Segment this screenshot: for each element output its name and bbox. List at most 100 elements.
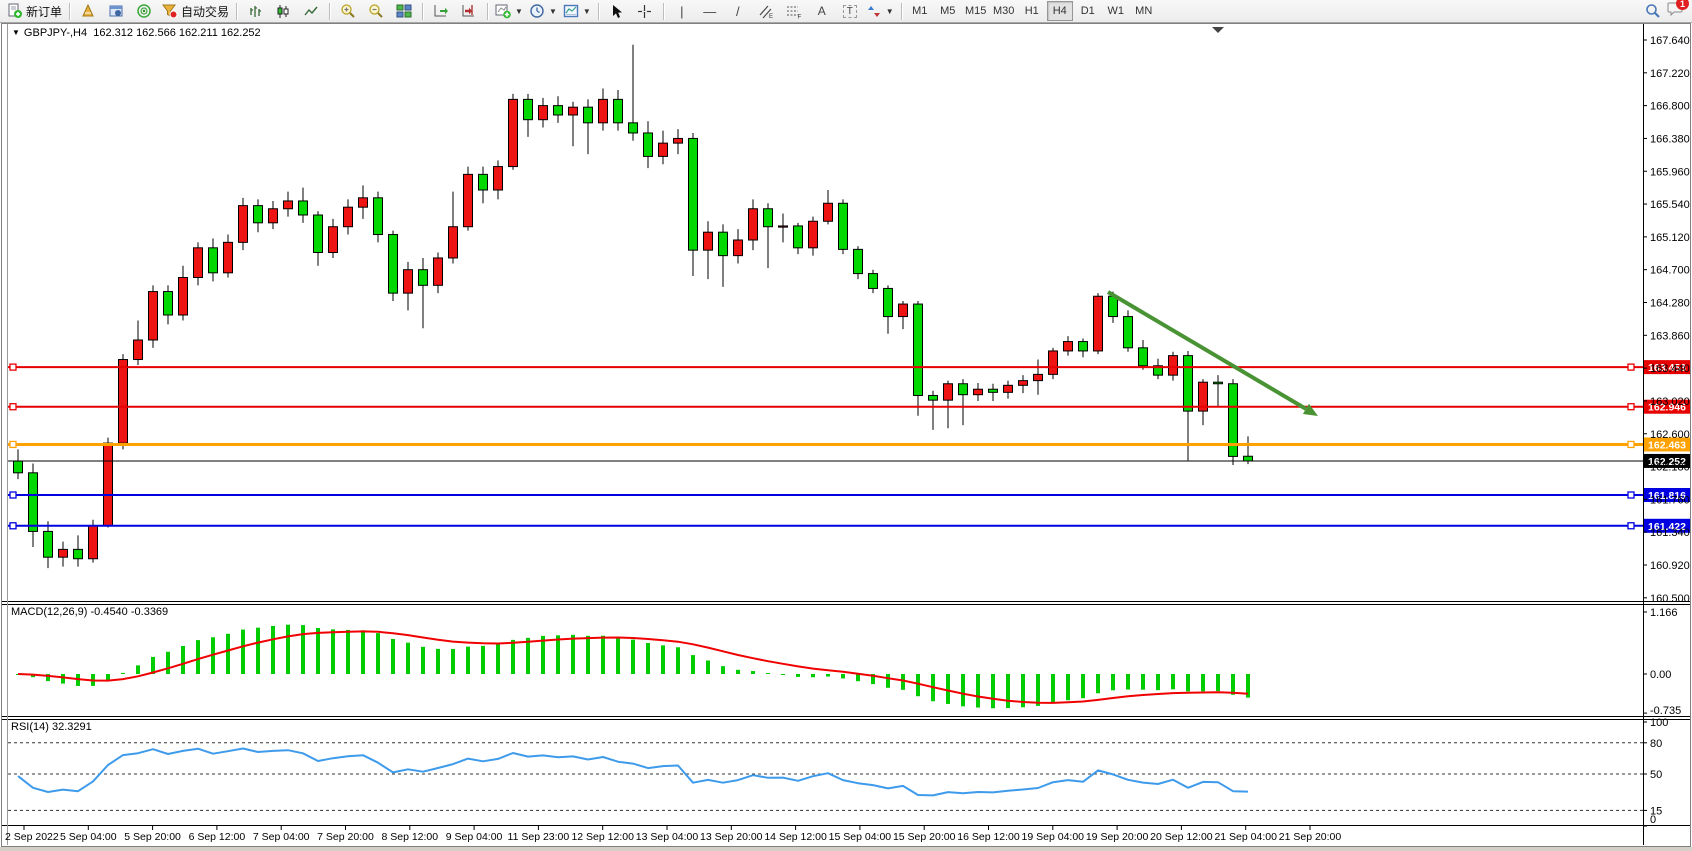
timeframe-button-M30[interactable]: M30	[993, 5, 1015, 17]
bear-candle	[1243, 455, 1253, 462]
chevron-down-icon: ▼	[885, 6, 894, 16]
timeframe-button-D1[interactable]: D1	[1080, 5, 1095, 17]
market-watch-button[interactable]	[74, 0, 102, 22]
templates-dropdown[interactable]: ▼	[560, 0, 594, 22]
periods-clock-icon	[530, 4, 544, 18]
timeframe-button-MN[interactable]: MN	[1135, 5, 1153, 17]
bull-candle	[658, 142, 668, 157]
macd-histogram-bar	[181, 645, 185, 674]
text-button[interactable]: A	[808, 0, 836, 22]
bear-candle	[13, 460, 23, 474]
trendline-button[interactable]: /	[724, 0, 752, 22]
zoom-in-button[interactable]	[334, 0, 362, 22]
svg-text:0: 0	[1650, 814, 1656, 826]
auto-scroll-button[interactable]	[427, 0, 455, 22]
macd-histogram-bar	[136, 665, 140, 674]
macd-histogram-bar	[256, 627, 260, 674]
notifications-button[interactable]: 1	[1667, 0, 1689, 21]
timeframe-button-M5[interactable]: M5	[940, 5, 956, 17]
svg-text:162.252: 162.252	[1648, 456, 1686, 468]
trend-arrow[interactable]	[1106, 290, 1318, 416]
periods-dropdown[interactable]: ▼	[526, 0, 560, 22]
arrows-dropdown[interactable]: ▼	[864, 0, 897, 22]
document-plus-icon	[8, 3, 22, 18]
bull-candle	[823, 202, 833, 222]
horizontal-lines[interactable]: 163.453 162.946 162.463 162.252 161.816 161.4…	[8, 360, 1691, 533]
bull-candle	[463, 173, 473, 228]
navigator-button[interactable]	[130, 0, 158, 22]
svg-text:163.440: 163.440	[1650, 363, 1690, 375]
macd-histogram-bar	[766, 673, 770, 675]
bull-candle	[178, 277, 188, 316]
horizontal-line-162.252[interactable]: 162.252	[8, 453, 1691, 468]
svg-text:80: 80	[1650, 738, 1662, 750]
fibonacci-button[interactable]: F	[780, 0, 808, 22]
macd-histogram-bar	[511, 639, 515, 674]
chart-shift-marker[interactable]	[1212, 27, 1224, 33]
svg-text:166.380: 166.380	[1650, 133, 1690, 145]
svg-text:167.220: 167.220	[1650, 68, 1690, 80]
macd-histogram-bar	[496, 644, 500, 674]
vertical-line-button[interactable]: |	[668, 0, 696, 22]
text-label-button[interactable]: T	[836, 0, 864, 22]
line-handle	[9, 522, 17, 530]
bull-candle	[343, 206, 353, 228]
macd-histogram-bar	[751, 671, 755, 674]
bear-candle	[253, 205, 263, 224]
search-icon[interactable]	[1645, 3, 1661, 19]
candlestick-chart-button[interactable]	[269, 0, 297, 22]
auto-scroll-icon	[434, 5, 449, 17]
zoom-out-button[interactable]	[362, 0, 390, 22]
horizontal-line-162.463[interactable]: 162.463	[8, 437, 1691, 452]
macd-histogram-bar	[1216, 674, 1220, 692]
horizontal-line-163.453[interactable]: 163.453	[8, 360, 1691, 375]
bear-candle	[523, 98, 533, 121]
macd-histogram-bar	[526, 637, 530, 674]
horizontal-line-button[interactable]: —	[696, 0, 724, 22]
svg-text:21 Sep 20:00: 21 Sep 20:00	[1279, 831, 1342, 843]
tile-windows-button[interactable]	[390, 0, 418, 22]
new-order-button[interactable]: 新订单	[4, 0, 65, 22]
bear-candle	[298, 200, 308, 216]
svg-text:15 Sep 04:00: 15 Sep 04:00	[829, 831, 892, 843]
symbol-dropdown-icon[interactable]: ▼	[12, 28, 20, 37]
rsi-panel: 100 80 50 150	[8, 717, 1668, 827]
fibonacci-icon: F	[786, 6, 801, 19]
equidistant-channel-icon: E	[759, 5, 773, 19]
auto-trading-button[interactable]: 自动交易	[158, 0, 232, 22]
svg-text:166.800: 166.800	[1650, 101, 1690, 113]
timeframe-group: M1 M5 M15 M30 H1 H4 D1 W1 MN	[906, 1, 1158, 21]
macd-histogram-bar	[1141, 674, 1145, 690]
macd-panel: 1.166 0.00 -0.735	[16, 607, 1681, 717]
line-handle	[9, 363, 17, 371]
horizontal-line-161.422[interactable]: 161.422	[8, 518, 1691, 533]
macd-histogram-bar	[676, 647, 680, 674]
bull-candle	[598, 98, 608, 124]
macd-histogram-bar	[466, 646, 470, 674]
chart-shift-button[interactable]	[455, 0, 483, 22]
timeframe-button-M1[interactable]: M1	[912, 5, 928, 17]
timeframe-button-W1[interactable]: W1	[1107, 5, 1124, 17]
svg-text:161.422: 161.422	[1648, 521, 1686, 533]
bear-candle	[1213, 381, 1223, 385]
cursor-button[interactable]	[603, 0, 631, 22]
timeframe-button-M15[interactable]: M15	[965, 5, 987, 17]
svg-text:7 Sep 20:00: 7 Sep 20:00	[317, 831, 374, 843]
horizontal-line-162.946[interactable]: 162.946	[8, 399, 1691, 414]
line-chart-button[interactable]	[297, 0, 325, 22]
new-chart-dropdown[interactable]: ▼	[492, 0, 526, 22]
macd-name: MACD(12,26,9)	[11, 606, 88, 618]
svg-text:163.453: 163.453	[1648, 362, 1686, 374]
svg-text:16 Sep 12:00: 16 Sep 12:00	[957, 831, 1020, 843]
timeframe-button-H1[interactable]: H1	[1024, 5, 1039, 17]
crosshair-button[interactable]	[631, 0, 659, 22]
bull-candle	[133, 339, 143, 361]
horizontal-line-161.816[interactable]: 161.816	[8, 488, 1691, 502]
bull-candle	[193, 247, 203, 278]
equidistant-channel-button[interactable]: E	[752, 0, 780, 22]
macd-histogram-bar	[421, 646, 425, 674]
svg-text:162.946: 162.946	[1648, 402, 1686, 414]
data-window-button[interactable]	[102, 0, 130, 22]
bar-chart-button[interactable]	[241, 0, 269, 22]
timeframe-button-H4[interactable]: H4	[1046, 1, 1073, 21]
